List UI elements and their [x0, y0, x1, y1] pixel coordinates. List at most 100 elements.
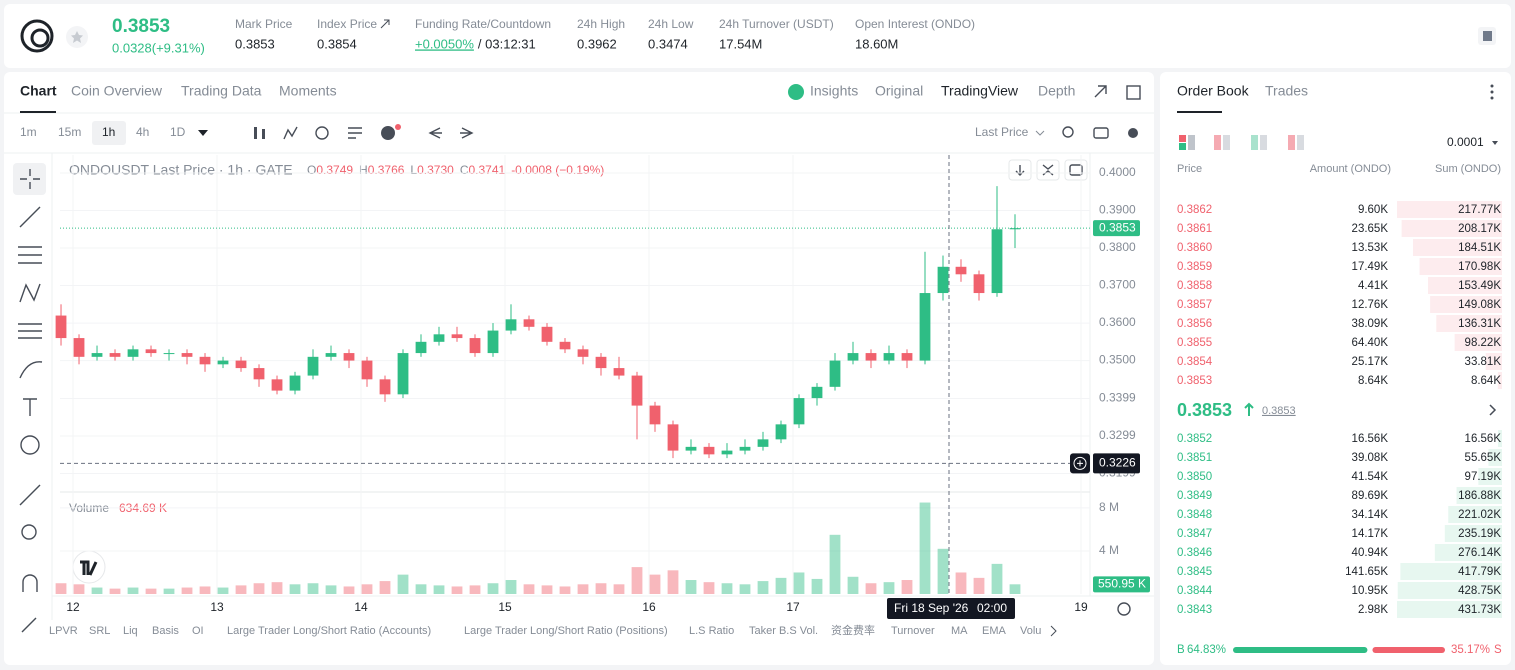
projection-tool[interactable] — [18, 323, 42, 339]
depth-bar — [1485, 353, 1502, 370]
indicator-tab[interactable]: MA — [951, 625, 968, 637]
detail-chevron[interactable] — [1489, 404, 1497, 416]
candle-body — [577, 349, 589, 357]
mix-view[interactable] — [1297, 135, 1304, 150]
tick-dropdown[interactable] — [1492, 141, 1498, 145]
crosshair-y-tag — [1093, 453, 1140, 474]
ask-view[interactable] — [1223, 135, 1230, 150]
indicator-tab[interactable]: Liq — [123, 625, 138, 637]
magnet-tool[interactable] — [22, 574, 38, 592]
both-view[interactable] — [1188, 135, 1195, 150]
indicator-tab[interactable]: OI — [192, 625, 204, 637]
add-icon[interactable] — [381, 126, 395, 140]
legend-value: 0.3766 — [368, 163, 405, 177]
candle-body — [55, 315, 67, 339]
interval[interactable]: 1m — [20, 125, 37, 139]
both-view[interactable] — [1179, 135, 1186, 142]
volume-bar — [685, 580, 697, 594]
menu-dot[interactable] — [1490, 96, 1494, 100]
goto-icon[interactable] — [1117, 602, 1131, 616]
book-amount: 12.76K — [1352, 299, 1389, 311]
redo-icon[interactable] — [460, 127, 474, 139]
chart-tab[interactable]: Chart — [20, 83, 57, 99]
x-tick-label: 16 — [642, 600, 656, 614]
candle-type-icon-b[interactable] — [262, 129, 265, 139]
indicator-tab[interactable]: L.S Ratio — [689, 625, 734, 637]
trend-line-tool[interactable] — [19, 206, 41, 228]
indicator-tab[interactable]: LPVR — [49, 625, 78, 637]
pencil-tool[interactable] — [21, 617, 37, 633]
view-tab[interactable]: TradingView — [941, 83, 1019, 99]
ruler-tool[interactable] — [19, 484, 41, 506]
both-view[interactable] — [1179, 143, 1186, 150]
fib-tool[interactable] — [18, 246, 42, 264]
chart-tab[interactable]: Moments — [279, 83, 337, 99]
crosshair-tool-bg[interactable] — [13, 163, 46, 195]
chart-tab[interactable]: Trading Data — [181, 83, 262, 99]
template-icon[interactable] — [348, 127, 362, 139]
interval[interactable]: 15m — [58, 125, 81, 139]
price-source[interactable]: Last Price — [975, 125, 1029, 139]
book-sum: 16.56K — [1465, 433, 1502, 445]
emoji-tool[interactable] — [20, 435, 40, 455]
snapshot-icon[interactable] — [1093, 127, 1109, 139]
text-tool[interactable] — [23, 398, 37, 416]
bid-view[interactable] — [1260, 135, 1267, 150]
view-tab[interactable]: Original — [875, 83, 923, 99]
maximize-button[interactable] — [1064, 159, 1088, 181]
candle-body — [361, 360, 373, 380]
zoom-tool[interactable] — [21, 524, 37, 540]
book-tab[interactable]: Trades — [1265, 83, 1308, 99]
indicator-tab[interactable]: Volu — [1020, 625, 1041, 637]
view-tab[interactable]: Insights — [810, 83, 858, 99]
indicator-tab[interactable]: Basis — [152, 625, 179, 637]
candle-body — [415, 341, 427, 354]
interval[interactable]: 4h — [136, 125, 149, 139]
active-tab-underline — [20, 111, 56, 113]
book-sum: 221.02K — [1458, 509, 1501, 521]
indicator-tab[interactable]: Large Trader Long/Short Ratio (Positions… — [464, 625, 668, 637]
indicator-tab[interactable]: Turnover — [891, 625, 935, 637]
book-sum: 8.64K — [1471, 375, 1501, 387]
ask-view[interactable] — [1214, 135, 1221, 150]
insights-icon — [788, 84, 804, 100]
book-tab[interactable]: Order Book — [1177, 83, 1250, 99]
replay-icon[interactable] — [315, 126, 329, 140]
view-tab[interactable]: Depth — [1038, 83, 1075, 99]
search-icon[interactable] — [1062, 126, 1074, 138]
chart-tab[interactable]: Coin Overview — [71, 83, 163, 99]
interval[interactable]: 1h — [102, 125, 115, 139]
menu-dot[interactable] — [1490, 90, 1494, 94]
candle-body — [703, 446, 715, 455]
indicator-tab[interactable]: Taker B.S Vol. — [749, 625, 818, 637]
indicator-tab[interactable]: SRL — [89, 625, 110, 637]
candle-type-icon[interactable] — [254, 127, 257, 139]
crosshair-tool[interactable] — [20, 169, 40, 189]
menu-dot[interactable] — [1490, 84, 1494, 88]
last-price: 0.3853 — [112, 16, 170, 37]
interval[interactable]: 1D — [170, 125, 186, 139]
fullscreen-icon[interactable] — [1094, 85, 1107, 98]
tick-size[interactable]: 0.0001 — [1447, 135, 1484, 149]
indicator-tab[interactable]: EMA — [982, 625, 1007, 637]
pattern-tool[interactable] — [19, 283, 41, 303]
collapse-button[interactable] — [1036, 159, 1060, 181]
book-amount: 39.08K — [1352, 452, 1389, 464]
source-dropdown[interactable] — [1035, 130, 1045, 136]
undo-icon[interactable] — [428, 127, 442, 139]
book-amount: 64.40K — [1352, 337, 1389, 349]
indicator-icon[interactable] — [283, 126, 298, 140]
brush-tool[interactable] — [19, 361, 43, 379]
book-sum: 184.51K — [1458, 242, 1501, 254]
window-icon[interactable] — [1126, 85, 1141, 100]
indicator-tab[interactable]: Large Trader Long/Short Ratio (Accounts) — [227, 625, 431, 637]
mix-view[interactable] — [1288, 135, 1295, 150]
settings-icon[interactable] — [1128, 128, 1138, 138]
interval-dropdown[interactable] — [198, 130, 208, 136]
bid-view[interactable] — [1251, 135, 1258, 150]
indicator-tab[interactable]: 资金费率 — [831, 623, 875, 637]
crosshair-add-plus — [1077, 460, 1083, 467]
column-header: Sum (ONDO) — [1435, 163, 1501, 175]
candle-body — [325, 353, 337, 357]
indicator-scroll[interactable] — [1050, 625, 1057, 637]
